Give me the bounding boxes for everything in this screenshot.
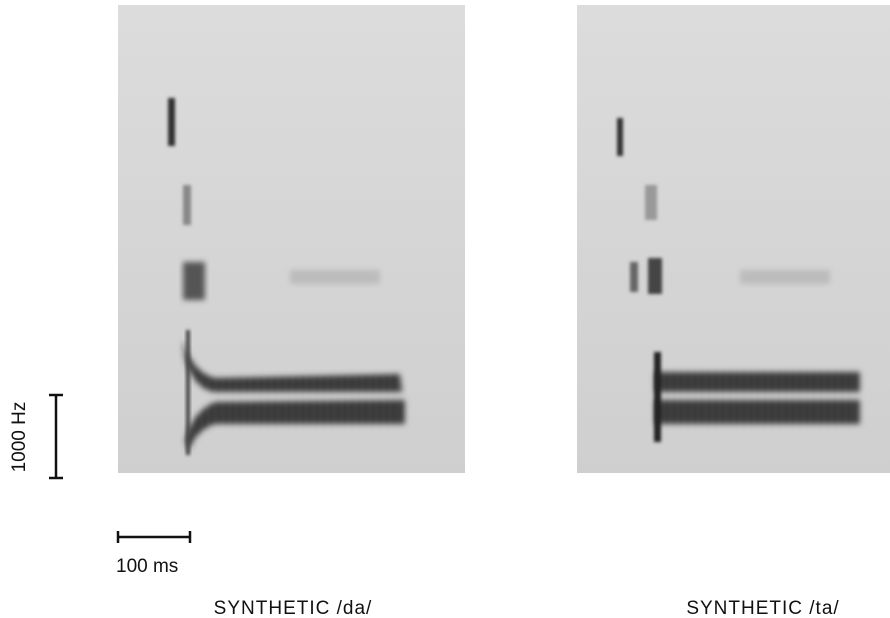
spectrogram-da xyxy=(118,5,465,473)
time-scale: 100 ms xyxy=(116,531,192,577)
time-label: 100 ms xyxy=(116,556,178,577)
frequency-label: 1000 Hz xyxy=(9,402,30,473)
caption: SYNTHETIC /da/ xyxy=(214,598,373,618)
frequency-scale: 1000 Hz xyxy=(9,393,63,480)
spectrogram-ta xyxy=(577,5,890,473)
caption: SYNTHETIC /ta/ xyxy=(686,598,839,618)
